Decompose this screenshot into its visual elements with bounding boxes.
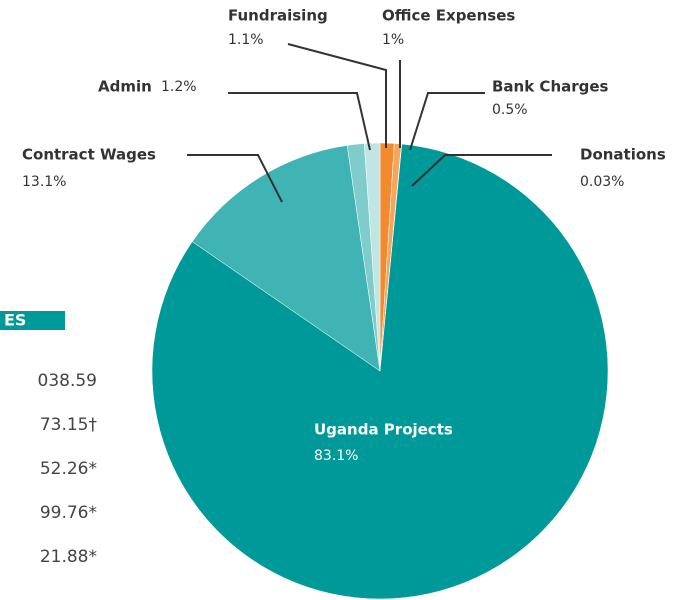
slice-label: Uganda Projects [314, 421, 453, 439]
pie-slice [191, 145, 381, 372]
slice-label: Office Expenses [382, 7, 515, 25]
table-cell: 038.59 [38, 371, 97, 391]
slice-value: 1% [382, 32, 404, 48]
slice-value: 0.03% [580, 174, 624, 190]
table-cell: 52.26* [40, 459, 97, 479]
leader-line [228, 92, 371, 151]
slice-value: 13.1% [22, 174, 66, 190]
slice-label: Fundraising [228, 7, 328, 25]
leader-line [411, 154, 552, 187]
slice-label: Admin [98, 78, 152, 96]
slice-label: Donations [580, 146, 666, 164]
pie-slice [363, 142, 381, 372]
slice-value: 0.5% [492, 102, 528, 118]
table-header: ES [4, 311, 26, 330]
table-cell: 73.15† [40, 415, 98, 435]
table-header-box [0, 311, 65, 330]
table-cell: 99.76* [40, 503, 97, 523]
slice-value: 1.1% [228, 32, 264, 48]
leader-line [409, 92, 485, 151]
pie-slice [151, 143, 609, 600]
slice-label: Bank Charges [492, 78, 609, 96]
table-cell: 21.88* [40, 547, 97, 567]
leader-line [287, 43, 387, 148]
leader-line [187, 154, 283, 203]
slice-value: 83.1% [314, 448, 358, 464]
slice-label: Contract Wages [22, 146, 156, 164]
slice-value: 1.2% [161, 79, 197, 95]
